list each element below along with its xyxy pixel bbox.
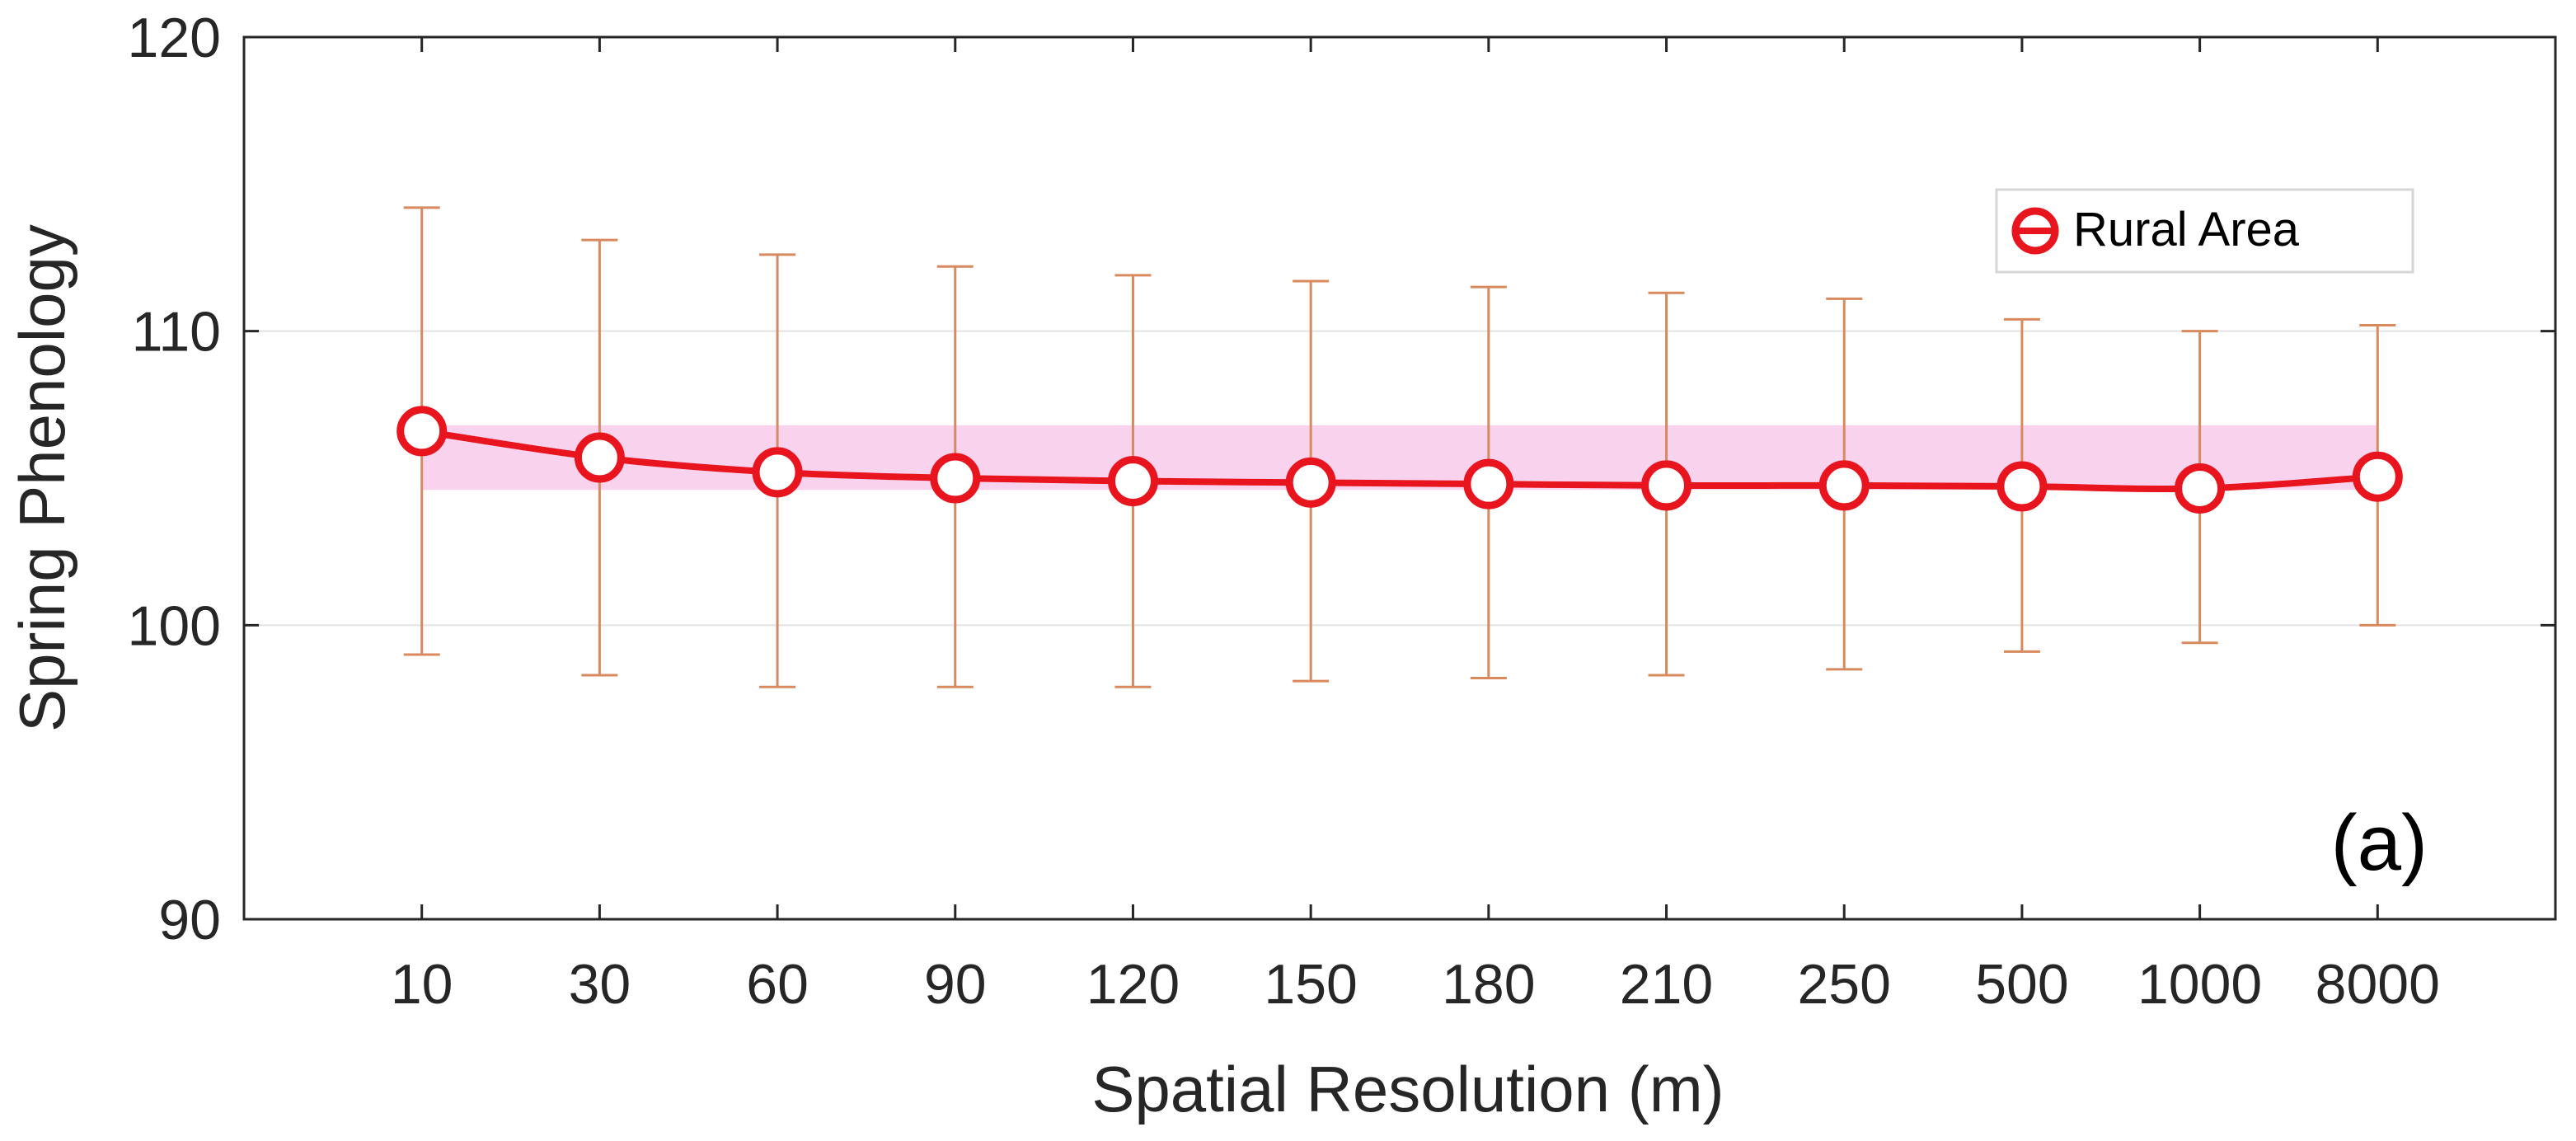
x-tick-label: 180 — [1442, 953, 1535, 1016]
x-tick-label: 10 — [391, 953, 453, 1016]
y-tick-label: 110 — [132, 301, 221, 364]
data-point-marker — [574, 432, 625, 483]
x-tick-label: 90 — [924, 953, 987, 1016]
data-point-marker — [2352, 451, 2403, 502]
shaded-band — [421, 425, 2378, 491]
legend: Rural Area — [1995, 188, 2414, 274]
data-point-marker — [396, 406, 448, 457]
legend-box — [1995, 188, 2414, 274]
x-axis-label: Spatial Resolution (m) — [1091, 1053, 1724, 1125]
axes-box — [242, 35, 2557, 921]
x-tick-label: 8000 — [2316, 953, 2440, 1016]
legend-marker-icon — [2011, 207, 2059, 255]
x-tick-label: 30 — [569, 953, 631, 1016]
y-tick-label: 120 — [128, 7, 221, 69]
x-tick-label: 210 — [1620, 953, 1713, 1016]
markers — [396, 406, 2403, 514]
y-axis-label: Spring Phenology — [6, 224, 78, 732]
x-tick-label: 150 — [1264, 953, 1357, 1016]
x-tick-label: 120 — [1086, 953, 1180, 1016]
x-tick-label: 500 — [1975, 953, 2068, 1016]
x-tick-label: 1000 — [2137, 953, 2262, 1016]
axes-frame — [242, 35, 2557, 921]
data-point-marker — [1997, 461, 2048, 512]
band-layer — [421, 425, 2378, 491]
data-point-marker — [752, 447, 803, 498]
y-tick-label: 100 — [128, 594, 221, 657]
data-point-marker — [1641, 460, 1692, 511]
x-tick-label: 250 — [1797, 953, 1890, 1016]
panel-label: (a) — [2331, 799, 2428, 887]
y-tick-labels: 90 100 110 120 — [128, 7, 221, 951]
legend-label: Rural Area — [2073, 203, 2300, 256]
y-tick-label: 90 — [158, 889, 221, 951]
legend-marker-circle — [2011, 207, 2059, 255]
data-point-marker — [2175, 463, 2226, 514]
data-point-marker — [1818, 460, 1870, 511]
x-tick-label: 60 — [746, 953, 809, 1016]
data-point-marker — [1107, 456, 1158, 507]
data-point-marker — [930, 453, 981, 504]
gridlines — [244, 330, 2555, 627]
data-point-marker — [1463, 458, 1514, 509]
x-tick-labels: 10 30 60 90 120 150 180 210 250 500 1000 8000 — [391, 953, 2440, 1016]
data-point-marker — [1285, 457, 1336, 508]
